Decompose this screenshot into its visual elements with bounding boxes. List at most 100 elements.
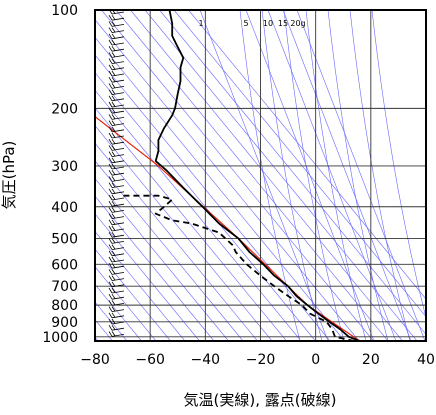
wind-barb-flag: [112, 114, 115, 119]
wind-barb-flag: [112, 170, 115, 175]
dewpoint-line: [123, 196, 355, 341]
wind-barb-flag: [109, 71, 112, 76]
reference-line: [58, 10, 330, 341]
wind-barb-flag: [109, 183, 112, 188]
wind-barb-flag: [112, 52, 115, 57]
mixing-ratio-label: 5: [243, 19, 248, 28]
wind-barb-flag: [112, 176, 115, 181]
wind-barb-flag: [112, 152, 115, 157]
wind-barb-flag: [109, 114, 112, 119]
y-tick-label: 200: [51, 101, 78, 117]
wind-barb-flag: [112, 121, 115, 126]
y-tick-label: 1000: [42, 330, 78, 346]
reference-line: [87, 10, 359, 341]
x-tick-label: −80: [80, 352, 110, 368]
y-tick-label: 400: [51, 200, 78, 216]
wind-barb-flag: [109, 307, 112, 312]
x-tick-label: 0: [311, 352, 320, 368]
adiabat-curve: [328, 10, 388, 341]
wind-barb-flag: [109, 269, 112, 274]
wind-barb-flag: [109, 325, 112, 330]
wind-barb-flag: [109, 238, 112, 243]
wind-barb-flag: [112, 195, 115, 200]
wind-barb-flag: [109, 276, 112, 281]
mixing-ratio-line: [200, 10, 328, 341]
wind-barbs: [109, 9, 124, 336]
wind-barb-flag: [112, 245, 115, 250]
wind-barb-flag: [112, 108, 115, 113]
wind-barb-flag: [109, 65, 112, 70]
wind-barb-flag: [112, 257, 115, 262]
wind-barb-flag: [109, 331, 112, 336]
wind-barb-flag: [112, 46, 115, 51]
wind-barb-flag: [112, 139, 115, 144]
x-tick-label: −60: [135, 352, 165, 368]
wind-barb-flag: [109, 28, 112, 33]
wind-barb-flag: [109, 189, 112, 194]
adiabat-curve: [350, 10, 410, 341]
wind-barb-flag: [109, 195, 112, 200]
y-tick-label: 800: [51, 298, 78, 314]
wind-barb-flag: [109, 90, 112, 95]
reference-line: [0, 10, 258, 341]
reference-line: [0, 10, 272, 341]
wind-barb-flag: [112, 269, 115, 274]
reference-line: [102, 10, 374, 341]
wind-barb-flag: [112, 102, 115, 107]
x-tick-label: −20: [246, 352, 276, 368]
wind-barb-flag: [109, 152, 112, 157]
wind-barb-flag: [109, 300, 112, 305]
wind-barb-flag: [109, 288, 112, 293]
wind-barb-flag: [112, 40, 115, 45]
wind-barb-flag: [112, 276, 115, 281]
x-tick-label: −40: [191, 352, 221, 368]
wind-barb-flag: [112, 207, 115, 212]
wind-barb-flag: [112, 331, 115, 336]
series-layer: [95, 10, 360, 341]
mixing-ratio-label: 15: [278, 19, 288, 28]
reference-line: [44, 10, 316, 341]
reference-line: [174, 10, 436, 341]
y-axis-title: 気圧(hPa): [0, 141, 18, 210]
y-tick-label: 100: [51, 3, 78, 19]
reference-line: [0, 10, 156, 341]
mixing-ratio-line: [268, 10, 396, 341]
wind-barb-flag: [109, 83, 112, 88]
x-tick-label: 20: [362, 352, 380, 368]
wind-barb-flag: [112, 158, 115, 163]
wind-barb-flag: [112, 28, 115, 32]
reference-line: [0, 10, 171, 341]
wind-barb-flag: [112, 294, 115, 299]
y-tick-label: 900: [51, 315, 78, 331]
wind-barb-flag: [109, 226, 112, 231]
adiabat-curve: [240, 10, 300, 341]
wind-barb-flag: [109, 294, 112, 299]
wind-barb-flag: [112, 282, 115, 287]
wind-barb-flag: [112, 226, 115, 231]
wind-barb-flag: [109, 220, 112, 225]
wind-barb-flag: [109, 96, 112, 101]
reference-line: [160, 10, 432, 341]
wind-barb-flag: [109, 207, 112, 212]
y-tick-label: 500: [51, 231, 78, 247]
reference-line: [189, 10, 436, 341]
x-tick-label: 40: [417, 352, 435, 368]
wind-barb-flag: [112, 71, 115, 76]
wind-barb-flag: [112, 300, 115, 305]
wind-barb-flag: [109, 59, 112, 64]
wind-barb-flag: [109, 102, 112, 107]
wind-barb-flag: [112, 34, 115, 39]
wind-barb-flag: [109, 40, 112, 45]
y-tick-label: 300: [51, 159, 78, 175]
wind-barb-flag: [112, 238, 115, 243]
mixing-ratio-label: 10: [263, 19, 273, 28]
wind-barb-flag: [109, 46, 112, 51]
wind-barb-flag: [109, 121, 112, 126]
temperature-line: [156, 10, 360, 341]
x-axis-title: 気温(実線), 露点(破線): [184, 391, 337, 409]
wind-barb-flag: [112, 313, 115, 318]
wind-barb-flag: [112, 133, 115, 138]
